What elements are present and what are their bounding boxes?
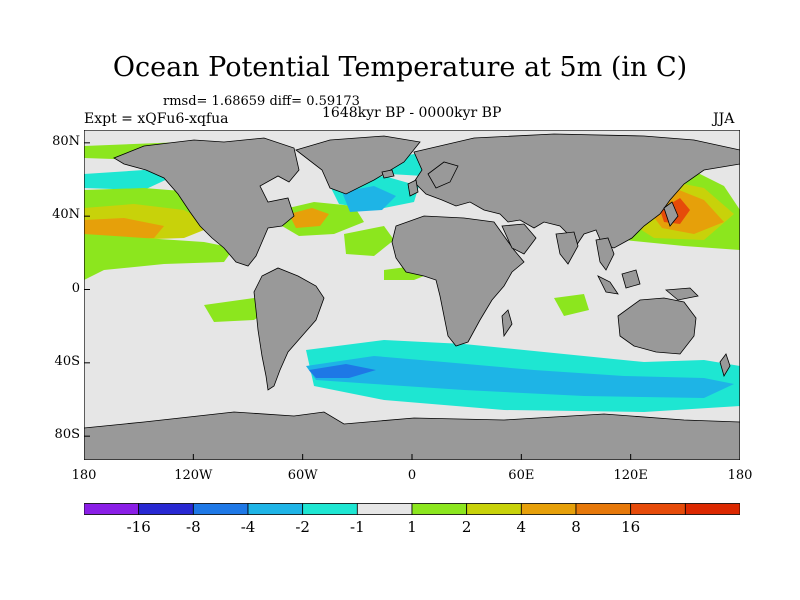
colorbar-label: 16 [621, 518, 641, 536]
colorbar-label: 8 [571, 518, 581, 536]
anomaly-blue-southern-ocean [306, 356, 734, 398]
colorbar-label: 2 [461, 518, 472, 536]
colorbar-swatch [466, 503, 522, 515]
land-south-america [253, 267, 325, 391]
colorbar [84, 503, 740, 515]
lat-tick-label: 0 [71, 280, 80, 296]
period-label: 1648kyr BP - 0000kyr BP [322, 105, 502, 121]
map-title: Ocean Potential Temperature at 5m (in C) [112, 52, 688, 83]
land-india [555, 231, 579, 265]
anomaly-green-tropical-pacific [84, 234, 234, 280]
land-sumatra [597, 275, 619, 295]
anomaly-green-indian-ocean [554, 294, 589, 316]
colorbar-label: -8 [186, 518, 201, 536]
lat-tick-label: 80S [54, 427, 80, 443]
land-arabia [501, 223, 537, 255]
colorbar-label: 4 [516, 518, 527, 536]
land-antarctica [84, 411, 740, 460]
land-indochina [595, 237, 615, 271]
stats-label: rmsd= 1.68659 diff= 0.59173 [163, 94, 360, 109]
colorbar-label: -1 [350, 518, 365, 536]
land-north-america [113, 137, 300, 267]
colorbar-swatch [520, 503, 577, 515]
colorbar-label: -16 [126, 518, 151, 536]
temperature-anomaly-map [84, 130, 740, 460]
land-scandinavia [427, 161, 459, 189]
lon-tick-label: 180 [71, 468, 97, 483]
experiment-label: Expt = xQFu6-xqfua [84, 111, 229, 127]
lon-tick-label: 0 [407, 468, 417, 483]
lon-tick-label: 120E [613, 468, 648, 483]
land-madagascar [501, 309, 513, 338]
season-label: JJA [713, 111, 735, 127]
lon-tick-label: 60E [508, 468, 535, 483]
colorbar-swatch [247, 503, 304, 515]
colorbar-swatch [684, 503, 740, 515]
colorbar-swatch [411, 503, 468, 515]
colorbar-label: -4 [240, 518, 256, 536]
colorbar-swatch [356, 503, 413, 515]
anomaly-orange-gulf-stream [289, 208, 329, 228]
lat-tick-label: 40N [52, 207, 80, 223]
land-eurasia [413, 133, 740, 249]
anomaly-blue-north-atlantic [342, 186, 396, 212]
lon-tick-label: 180 [727, 468, 753, 483]
lat-tick-label: 40S [54, 353, 80, 369]
map-ticks [84, 142, 740, 460]
land-new-guinea [664, 287, 699, 301]
land-new-zealand [719, 353, 731, 377]
land [84, 133, 740, 460]
land-british-isles [407, 179, 419, 197]
lon-tick-label: 120W [174, 468, 213, 483]
land-iceland [381, 169, 395, 179]
colorbar-swatch [630, 503, 686, 515]
land-australia [617, 297, 697, 355]
land-japan [663, 201, 679, 227]
colorbar-label: 1 [407, 518, 417, 536]
colorbar-swatch [575, 503, 632, 515]
lon-tick-label: 60W [287, 468, 318, 483]
anomaly-orange-north-pacific [84, 218, 164, 240]
anomaly-darkblue-south-atlantic [309, 364, 376, 378]
colorbar-swatch [192, 503, 249, 515]
anomaly-green-east-atlantic [344, 226, 394, 256]
colorbar-label: -2 [295, 518, 310, 536]
anomaly-cyan-north-pacific [84, 170, 174, 190]
land-borneo [621, 269, 641, 289]
land-africa [391, 215, 525, 347]
colorbar-swatch [138, 503, 194, 515]
lat-tick-label: 80N [52, 133, 80, 149]
colorbar-swatch [302, 503, 358, 515]
colorbar-swatch [84, 503, 140, 515]
